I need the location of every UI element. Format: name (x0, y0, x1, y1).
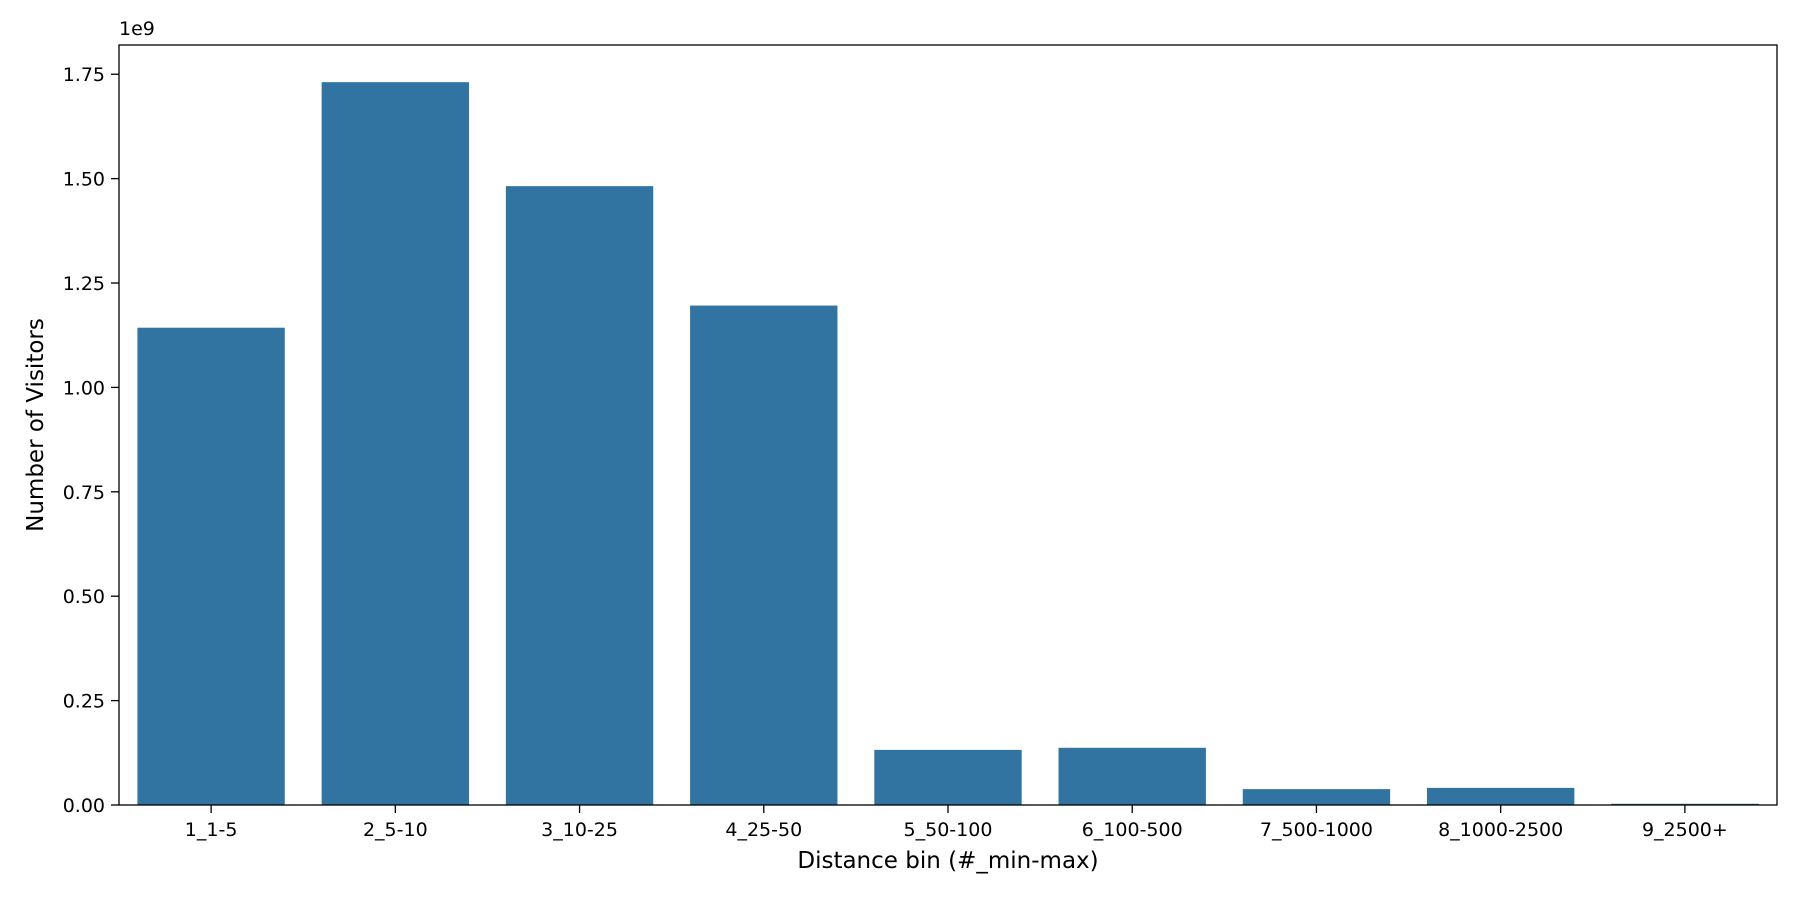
y-tick-label: 1.25 (63, 273, 105, 295)
x-tick-label: 9_2500+ (1642, 819, 1728, 841)
x-tick-label: 6_100-500 (1082, 819, 1183, 841)
y-axis-offset-label: 1e9 (119, 18, 155, 40)
bar-6_100-500 (1058, 747, 1206, 805)
y-axis-label: Number of Visitors (23, 318, 49, 532)
x-tick-label: 3_10-25 (541, 819, 618, 841)
y-tick-label: 1.50 (63, 169, 105, 191)
y-tick-label: 0.25 (63, 691, 105, 713)
bar-8_1000-2500 (1426, 787, 1575, 805)
x-tick-label: 1_1-5 (185, 819, 238, 841)
y-axis-ticks: 0.00 0.25 0.50 0.75 1.00 1.25 1.50 1.75 (63, 64, 119, 817)
y-tick-label: 0.50 (63, 586, 105, 608)
x-tick-label: 2_5-10 (363, 819, 428, 841)
y-tick-label: 0.00 (63, 795, 105, 817)
plot-frame (118, 44, 1778, 806)
x-tick-label: 5_50-100 (904, 819, 993, 841)
y-tick-label: 1.75 (63, 64, 105, 86)
x-tick-label: 7_500-1000 (1260, 819, 1373, 841)
bar-3_10-25 (505, 186, 654, 806)
y-tick-label: 1.00 (63, 377, 105, 399)
bar-1_1-5 (137, 327, 285, 805)
x-axis-label: Distance bin (#_min-max) (797, 848, 1098, 874)
bar-4_25-50 (690, 305, 838, 805)
x-tick-label: 4_25-50 (725, 819, 802, 841)
bars-group (137, 82, 1759, 806)
x-tick-label: 8_1000-2500 (1438, 819, 1563, 841)
bar-5_50-100 (874, 749, 1022, 805)
x-axis-ticks: 1_1-5 2_5-10 3_10-25 4_25-50 5_50-100 6_100-5… (185, 805, 1728, 841)
bar-2_5-10 (321, 82, 470, 805)
y-tick-label: 0.75 (63, 482, 105, 504)
bar-7_500-1000 (1242, 789, 1391, 805)
